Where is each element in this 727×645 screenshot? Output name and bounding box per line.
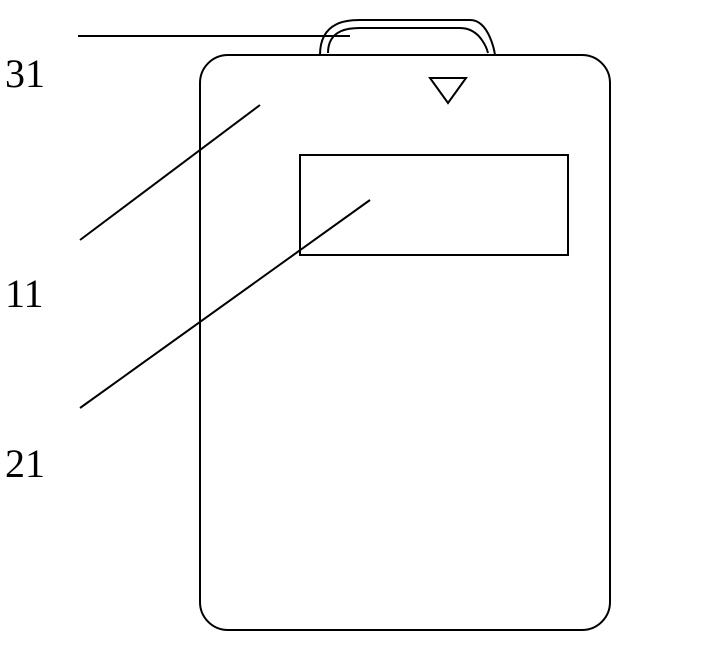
inner-window-rect (300, 155, 568, 255)
device-body (200, 55, 610, 630)
leader-line-21 (80, 200, 370, 408)
callout-label-31: 31 (5, 50, 45, 97)
callout-label-11: 11 (5, 270, 44, 317)
callout-label-21: 21 (5, 440, 45, 487)
top-tab-inner (328, 28, 488, 53)
technical-diagram (0, 0, 727, 645)
leader-line-11 (80, 105, 260, 240)
top-tab-outer (320, 20, 495, 55)
triangle-marker-icon (430, 78, 466, 103)
